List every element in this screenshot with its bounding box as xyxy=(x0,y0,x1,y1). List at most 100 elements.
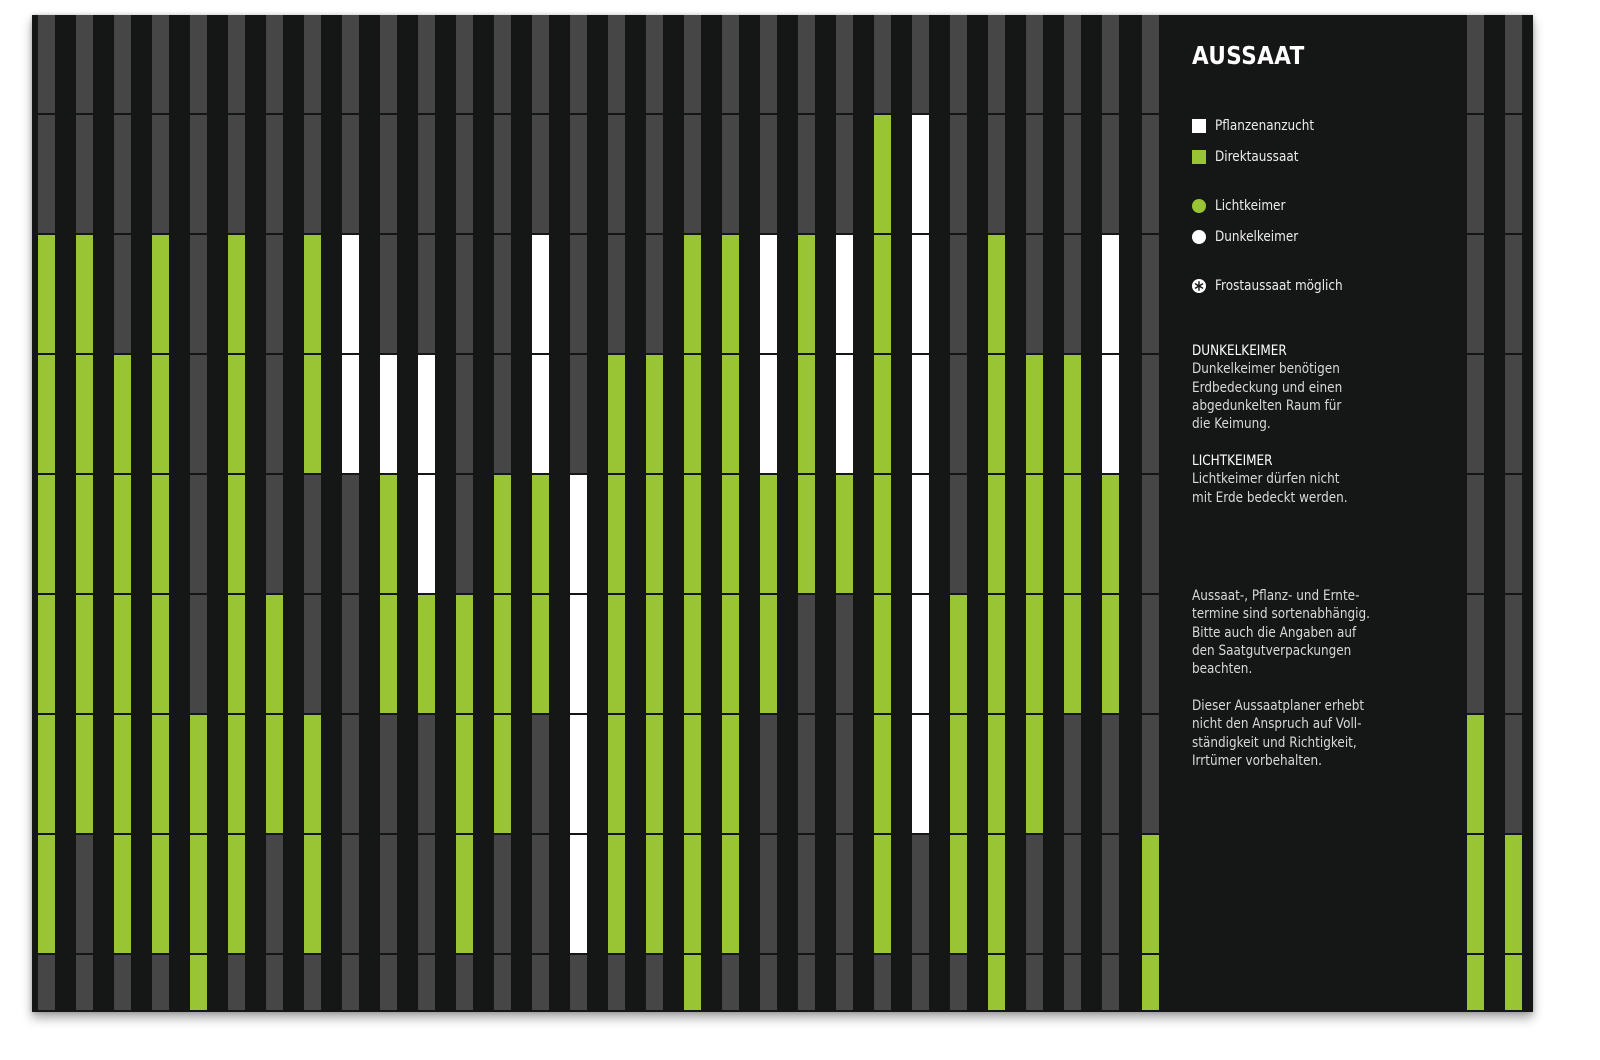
empty-cell xyxy=(836,955,853,1012)
empty-cell xyxy=(304,115,321,235)
empty-cell xyxy=(1505,235,1522,355)
empty-cell xyxy=(152,955,169,1012)
pflanzenanzucht-cell xyxy=(1102,355,1119,475)
pflanzenanzucht-cell xyxy=(760,235,777,355)
empty-cell xyxy=(418,715,435,835)
direktaussaat-cell xyxy=(152,595,169,715)
empty-cell xyxy=(1026,115,1043,235)
empty-cell xyxy=(1142,475,1159,595)
direktaussaat-cell xyxy=(988,955,1005,1012)
empty-cell xyxy=(1505,115,1522,235)
disclaimer-completeness: Dieser Aussaatplaner erhebt nicht den An… xyxy=(1192,698,1365,769)
white-dot-icon xyxy=(1192,230,1206,244)
disclaimer-varieties: Aussaat-, Pflanz- und Ernte- termine sin… xyxy=(1192,588,1370,678)
empty-cell xyxy=(1142,235,1159,355)
direktaussaat-cell xyxy=(190,955,207,1012)
empty-cell xyxy=(532,955,549,1012)
plant-column xyxy=(190,15,207,1012)
direktaussaat-cell xyxy=(608,355,625,475)
direktaussaat-cell xyxy=(988,595,1005,715)
direktaussaat-cell xyxy=(608,595,625,715)
direktaussaat-cell xyxy=(988,235,1005,355)
empty-cell xyxy=(950,115,967,235)
empty-cell xyxy=(1505,475,1522,595)
empty-cell xyxy=(1064,835,1081,955)
empty-cell xyxy=(304,595,321,715)
empty-cell xyxy=(570,955,587,1012)
empty-cell xyxy=(304,15,321,115)
pflanzenanzucht-cell xyxy=(1102,235,1119,355)
empty-cell xyxy=(684,115,701,235)
empty-cell xyxy=(570,115,587,235)
empty-cell xyxy=(1064,715,1081,835)
direktaussaat-cell xyxy=(988,715,1005,835)
direktaussaat-cell xyxy=(722,595,739,715)
direktaussaat-cell xyxy=(76,235,93,355)
empty-cell xyxy=(266,115,283,235)
empty-cell xyxy=(646,955,663,1012)
empty-cell xyxy=(1064,955,1081,1012)
empty-cell xyxy=(456,355,473,475)
empty-cell xyxy=(760,715,777,835)
plant-column xyxy=(950,15,967,1012)
plant-column xyxy=(38,15,55,1012)
pflanzenanzucht-cell xyxy=(342,355,359,475)
direktaussaat-cell xyxy=(532,475,549,595)
empty-cell xyxy=(76,15,93,115)
direktaussaat-cell xyxy=(608,475,625,595)
pflanzenanzucht-cell xyxy=(760,355,777,475)
empty-cell xyxy=(760,15,777,115)
empty-cell xyxy=(1467,475,1484,595)
direktaussaat-cell xyxy=(38,595,55,715)
plant-column xyxy=(304,15,321,1012)
pflanzenanzucht-cell xyxy=(532,355,549,475)
pflanzenanzucht-cell xyxy=(380,355,397,475)
empty-cell xyxy=(494,955,511,1012)
empty-cell xyxy=(342,715,359,835)
empty-cell xyxy=(456,235,473,355)
direktaussaat-cell xyxy=(266,715,283,835)
lichtkeimer-heading: LICHTKEIMER xyxy=(1192,453,1273,469)
empty-cell xyxy=(1102,835,1119,955)
empty-cell xyxy=(38,115,55,235)
empty-cell xyxy=(1026,955,1043,1012)
empty-cell xyxy=(38,955,55,1012)
direktaussaat-cell xyxy=(798,235,815,355)
empty-cell xyxy=(646,15,663,115)
empty-cell xyxy=(1505,355,1522,475)
empty-cell xyxy=(418,15,435,115)
empty-cell xyxy=(950,475,967,595)
direktaussaat-cell xyxy=(874,355,891,475)
plant-column xyxy=(684,15,701,1012)
empty-cell xyxy=(646,115,663,235)
legend-panel: AUSSAAT Pflanzenanzucht Direktaussaat Li… xyxy=(1160,15,1465,1012)
direktaussaat-cell xyxy=(874,475,891,595)
empty-cell xyxy=(456,15,473,115)
direktaussaat-cell xyxy=(1467,715,1484,835)
empty-cell xyxy=(1102,955,1119,1012)
direktaussaat-cell xyxy=(722,355,739,475)
plant-column xyxy=(1505,15,1522,1012)
direktaussaat-cell xyxy=(1026,595,1043,715)
empty-cell xyxy=(988,115,1005,235)
legend-direktaussaat: Direktaussaat xyxy=(1192,147,1312,167)
empty-cell xyxy=(342,835,359,955)
direktaussaat-cell xyxy=(760,475,777,595)
direktaussaat-cell xyxy=(874,235,891,355)
direktaussaat-cell xyxy=(152,355,169,475)
direktaussaat-cell xyxy=(950,835,967,955)
empty-cell xyxy=(1142,715,1159,835)
empty-cell xyxy=(418,115,435,235)
empty-cell xyxy=(532,835,549,955)
direktaussaat-cell xyxy=(76,355,93,475)
empty-cell xyxy=(190,235,207,355)
empty-cell xyxy=(380,715,397,835)
empty-cell xyxy=(380,115,397,235)
pflanzenanzucht-cell xyxy=(570,715,587,835)
direktaussaat-cell xyxy=(798,355,815,475)
empty-cell xyxy=(342,955,359,1012)
direktaussaat-cell xyxy=(304,235,321,355)
empty-cell xyxy=(608,115,625,235)
empty-cell xyxy=(342,115,359,235)
empty-cell xyxy=(1467,15,1484,115)
